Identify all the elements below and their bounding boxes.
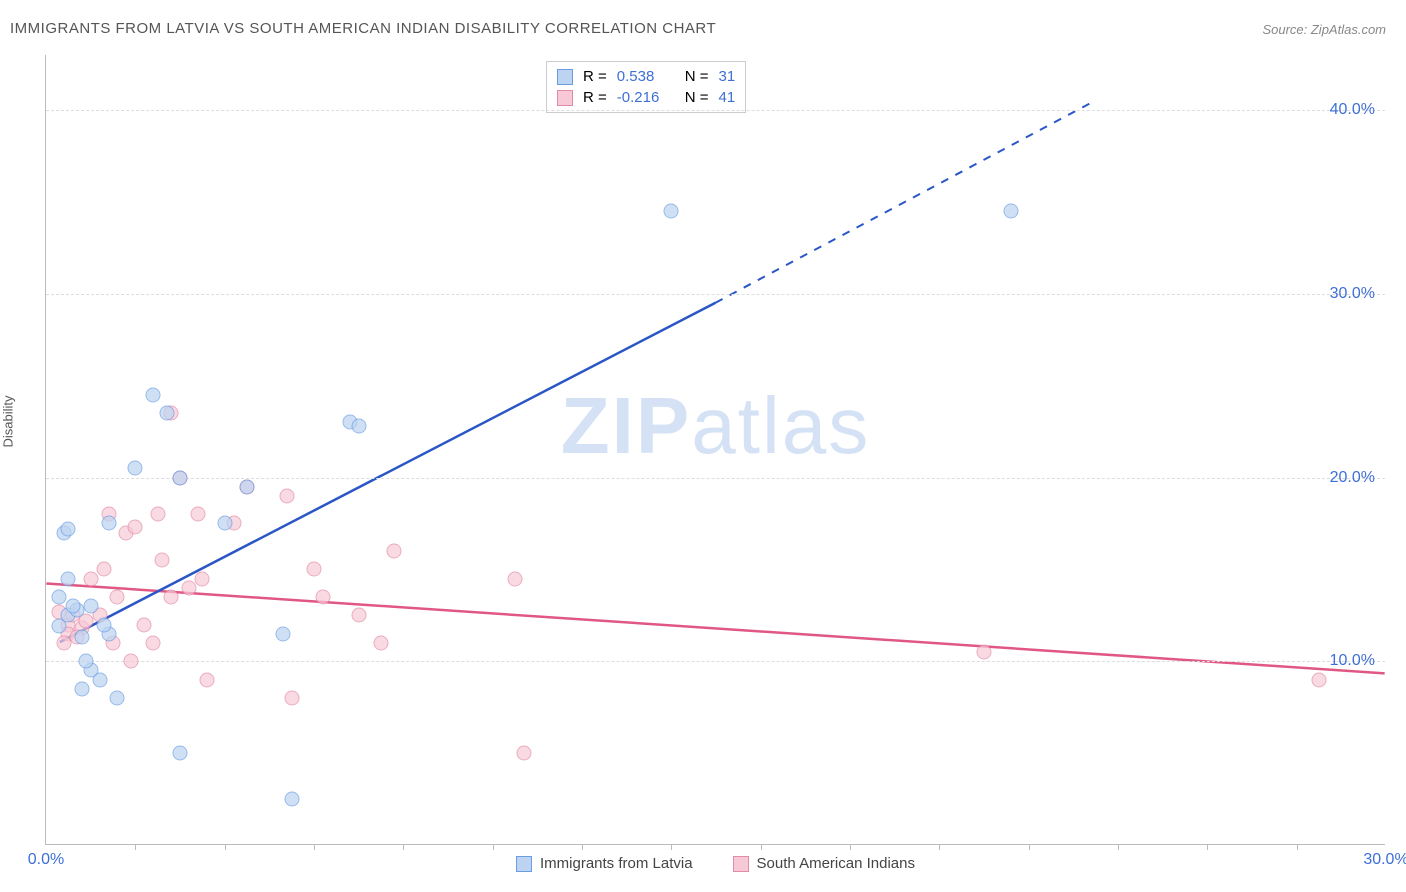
data-point <box>387 544 402 559</box>
data-point <box>284 792 299 807</box>
x-minor-tick <box>493 844 494 850</box>
swatch-s1 <box>516 856 532 872</box>
x-minor-tick <box>314 844 315 850</box>
data-point <box>83 599 98 614</box>
gridline <box>46 294 1385 295</box>
data-point <box>101 516 116 531</box>
y-tick-label: 30.0% <box>1330 285 1375 303</box>
swatch-s1 <box>557 69 573 85</box>
x-tick-label: 30.0% <box>1363 851 1406 869</box>
data-point <box>315 589 330 604</box>
y-axis-label: Disability <box>1 395 16 447</box>
data-point <box>173 470 188 485</box>
data-point <box>150 507 165 522</box>
data-point <box>79 654 94 669</box>
data-point <box>1312 672 1327 687</box>
watermark: ZIPatlas <box>561 380 870 472</box>
x-tick-label: 0.0% <box>28 851 64 869</box>
x-minor-tick <box>1118 844 1119 850</box>
x-minor-tick <box>225 844 226 850</box>
data-point <box>284 691 299 706</box>
data-point <box>181 580 196 595</box>
chart-container: IMMIGRANTS FROM LATVIA VS SOUTH AMERICAN… <box>0 0 1406 892</box>
series-name-s2: South American Indians <box>757 855 915 872</box>
source-label: Source: ZipAtlas.com <box>1262 22 1386 37</box>
n-value-s2: 41 <box>719 89 736 106</box>
gridline <box>46 661 1385 662</box>
data-point <box>74 681 89 696</box>
data-point <box>83 571 98 586</box>
x-minor-tick <box>671 844 672 850</box>
data-point <box>217 516 232 531</box>
legend-item-s1: Immigrants from Latvia <box>516 855 693 872</box>
data-point <box>275 626 290 641</box>
chart-title: IMMIGRANTS FROM LATVIA VS SOUTH AMERICAN… <box>10 20 716 37</box>
legend-row-s2: R = -0.216 N = 41 <box>557 87 735 108</box>
correlation-legend: R = 0.538 N = 31 R = -0.216 N = 41 <box>546 61 746 113</box>
x-minor-tick <box>761 844 762 850</box>
r-value-s2: -0.216 <box>617 89 675 106</box>
x-minor-tick <box>1297 844 1298 850</box>
data-point <box>97 617 112 632</box>
x-minor-tick <box>850 844 851 850</box>
plot-area: ZIPatlas R = 0.538 N = 31 R = -0.216 N =… <box>45 55 1385 845</box>
data-point <box>280 488 295 503</box>
x-minor-tick <box>582 844 583 850</box>
x-minor-tick <box>403 844 404 850</box>
data-point <box>74 630 89 645</box>
x-minor-tick <box>1029 844 1030 850</box>
legend-item-s2: South American Indians <box>733 855 915 872</box>
data-point <box>61 571 76 586</box>
data-point <box>508 571 523 586</box>
data-point <box>159 406 174 421</box>
data-point <box>123 654 138 669</box>
data-point <box>97 562 112 577</box>
data-point <box>110 691 125 706</box>
data-point <box>516 746 531 761</box>
data-point <box>351 608 366 623</box>
n-label: N = <box>685 68 709 85</box>
data-point <box>146 635 161 650</box>
data-point <box>199 672 214 687</box>
data-point <box>137 617 152 632</box>
series-legend: Immigrants from Latvia South American In… <box>46 855 1385 872</box>
y-tick-label: 10.0% <box>1330 652 1375 670</box>
n-value-s1: 31 <box>719 68 736 85</box>
data-point <box>240 479 255 494</box>
r-label: R = <box>583 89 607 106</box>
data-point <box>128 461 143 476</box>
data-point <box>664 204 679 219</box>
data-point <box>374 635 389 650</box>
data-point <box>195 571 210 586</box>
data-point <box>190 507 205 522</box>
data-point <box>173 746 188 761</box>
legend-row-s1: R = 0.538 N = 31 <box>557 66 735 87</box>
data-point <box>52 589 67 604</box>
regression-lines <box>46 55 1385 844</box>
gridline <box>46 110 1385 111</box>
data-point <box>307 562 322 577</box>
swatch-s2 <box>733 856 749 872</box>
y-tick-label: 20.0% <box>1330 469 1375 487</box>
data-point <box>155 553 170 568</box>
series-name-s1: Immigrants from Latvia <box>540 855 693 872</box>
x-minor-tick <box>1207 844 1208 850</box>
n-label: N = <box>685 89 709 106</box>
y-tick-label: 40.0% <box>1330 101 1375 119</box>
data-point <box>351 419 366 434</box>
r-value-s1: 0.538 <box>617 68 675 85</box>
data-point <box>164 589 179 604</box>
data-point <box>61 522 76 537</box>
data-point <box>146 387 161 402</box>
x-minor-tick <box>939 844 940 850</box>
data-point <box>128 520 143 535</box>
x-minor-tick <box>135 844 136 850</box>
data-point <box>1003 204 1018 219</box>
swatch-s2 <box>557 90 573 106</box>
data-point <box>65 599 80 614</box>
data-point <box>110 589 125 604</box>
r-label: R = <box>583 68 607 85</box>
data-point <box>977 645 992 660</box>
